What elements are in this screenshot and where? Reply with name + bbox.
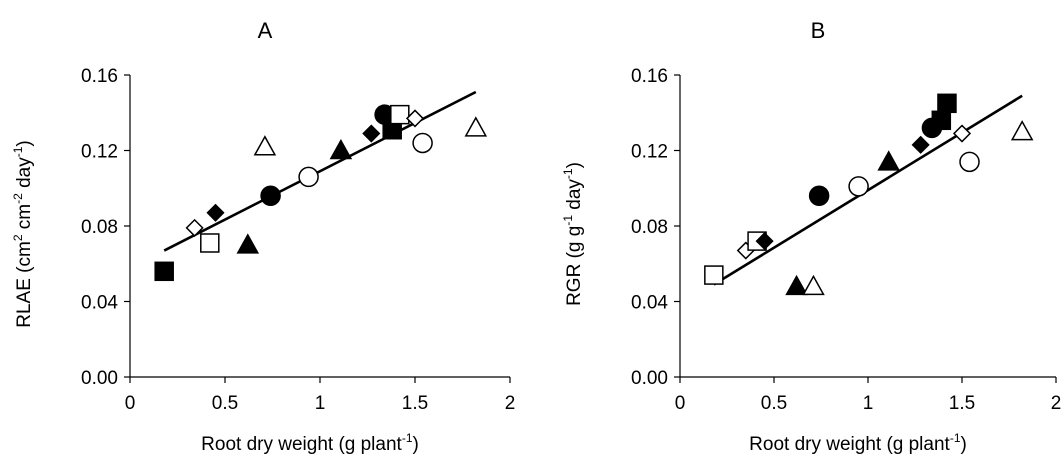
point-filled-circle <box>808 185 830 207</box>
point-open-square <box>200 233 220 253</box>
x-axis-label: Root dry weight (g plant-1) <box>749 431 967 455</box>
point-open-circle <box>298 166 319 188</box>
y-axis-label: RGR (g g-1 day-1) <box>561 162 585 306</box>
x-tick-label: 0.5 <box>761 393 787 414</box>
point-open-diamond <box>405 109 425 128</box>
point-filled-triangle <box>877 150 900 171</box>
point-open-circle <box>412 132 433 154</box>
point-filled-triangle <box>236 233 260 254</box>
point-open-circle <box>959 151 980 173</box>
y-axis-label: RLAE (cm2 cm-2 day-1) <box>11 140 35 327</box>
point-filled-triangle <box>329 138 353 160</box>
point-open-circle <box>848 176 869 197</box>
x-tick-label: 2 <box>1051 393 1062 414</box>
chart-a-panel: A 0.00 0.04 0.08 0.12 0.16 0 0.5 1 1.5 2 Root dry w… <box>11 18 515 455</box>
chart-title: B <box>811 18 826 43</box>
y-tick-label: 0.00 <box>631 368 668 389</box>
x-tick-label: 1.5 <box>402 393 428 414</box>
x-tick-label: 2 <box>505 393 516 414</box>
y-tick-label: 0.12 <box>81 142 118 163</box>
y-tick-label: 0.12 <box>631 142 668 163</box>
point-open-square <box>704 265 724 285</box>
y-tick-label: 0.04 <box>631 293 668 314</box>
y-tick-label: 0.16 <box>81 66 118 87</box>
point-open-diamond <box>952 124 972 143</box>
x-tick-label: 0.5 <box>212 393 238 414</box>
x-tick-label: 1.5 <box>949 393 975 414</box>
chart-title: A <box>258 18 273 43</box>
point-open-triangle <box>253 135 277 156</box>
y-tick-label: 0.08 <box>631 217 668 238</box>
point-filled-diamond <box>911 135 930 154</box>
chart-b-panel: B 0.00 0.04 0.08 0.12 0.16 0 0.5 1 1.5 2 Root dry w… <box>561 18 1061 455</box>
trend-line <box>163 90 477 252</box>
y-tick-label: 0.00 <box>81 368 118 389</box>
point-open-triangle <box>464 116 488 137</box>
y-tick-label: 0.08 <box>81 217 118 238</box>
point-filled-square <box>154 261 174 282</box>
point-filled-circle <box>260 185 281 207</box>
y-tick-label: 0.16 <box>631 66 668 87</box>
x-tick-label: 1 <box>315 393 326 414</box>
point-open-triangle <box>1010 120 1034 141</box>
point-filled-triangle <box>785 274 808 296</box>
point-open-square <box>390 104 410 125</box>
point-filled-square <box>931 110 952 131</box>
point-open-triangle <box>802 274 825 296</box>
point-filled-square <box>937 93 957 114</box>
point-open-diamond <box>185 218 204 237</box>
point-filled-diamond <box>362 124 381 143</box>
x-axis-label: Root dry weight (g plant-1) <box>201 431 419 455</box>
x-tick-label: 0 <box>675 393 686 414</box>
x-tick-label: 0 <box>125 393 136 414</box>
x-tick-label: 1 <box>863 393 874 414</box>
point-filled-diamond <box>755 232 774 251</box>
point-filled-diamond <box>206 203 225 222</box>
y-tick-label: 0.04 <box>81 293 118 314</box>
